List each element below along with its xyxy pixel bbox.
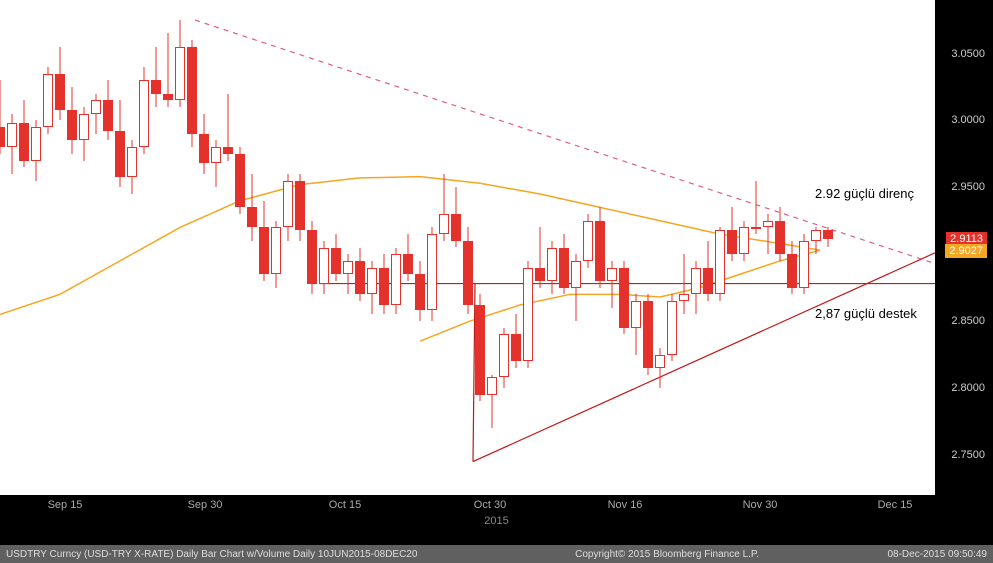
candlestick <box>571 0 581 495</box>
x-tick-label: Oct 15 <box>329 499 361 511</box>
candlestick <box>307 0 317 495</box>
x-tick-label: Nov 30 <box>743 499 778 511</box>
x-axis-year-label: 2015 <box>484 515 508 527</box>
candlestick <box>139 0 149 495</box>
candlestick <box>655 0 665 495</box>
candlestick <box>643 0 653 495</box>
footer-timestamp: 08-Dec-2015 09:50:49 <box>887 549 987 560</box>
candlestick <box>295 0 305 495</box>
candlestick <box>355 0 365 495</box>
candlestick <box>415 0 425 495</box>
candlestick <box>31 0 41 495</box>
candlestick <box>127 0 137 495</box>
candlestick <box>619 0 629 495</box>
candlestick <box>259 0 269 495</box>
candlestick <box>91 0 101 495</box>
candlestick <box>175 0 185 495</box>
candlestick <box>811 0 821 495</box>
x-tick-label: Nov 16 <box>608 499 643 511</box>
chart-annotation: 2.92 güçlü direnç <box>815 186 914 201</box>
y-tick-label: 2.8500 <box>951 315 985 327</box>
footer-copyright: Copyright© 2015 Bloomberg Finance L.P. <box>447 549 888 560</box>
candlestick <box>523 0 533 495</box>
candlestick <box>691 0 701 495</box>
candlestick <box>487 0 497 495</box>
candlestick <box>283 0 293 495</box>
x-axis: 2015 Sep 15 Sep 30 Oct 15 Oct 30 Nov 16 Nov 3… <box>0 495 993 545</box>
candlestick <box>163 0 173 495</box>
x-tick-label: Sep 15 <box>48 499 83 511</box>
candlestick <box>223 0 233 495</box>
candlestick <box>103 0 113 495</box>
footer-bar: USDTRY Curncy (USD-TRY X-RATE) Daily Bar… <box>0 545 993 563</box>
candlestick <box>547 0 557 495</box>
candlestick <box>151 0 161 495</box>
candlestick <box>19 0 29 495</box>
candlestick <box>559 0 569 495</box>
candlestick <box>787 0 797 495</box>
candlestick <box>751 0 761 495</box>
candlestick <box>727 0 737 495</box>
candlestick <box>715 0 725 495</box>
chart-annotation: 2,87 güçlü destek <box>815 306 917 321</box>
candlestick <box>271 0 281 495</box>
y-tick-label: 2.9500 <box>951 181 985 193</box>
candlestick <box>799 0 809 495</box>
candlestick <box>739 0 749 495</box>
y-tick-label: 2.7500 <box>951 449 985 461</box>
candlestick <box>535 0 545 495</box>
candlestick <box>463 0 473 495</box>
candlestick <box>511 0 521 495</box>
candlestick <box>499 0 509 495</box>
candlestick <box>187 0 197 495</box>
candlestick <box>475 0 485 495</box>
candlestick <box>703 0 713 495</box>
candlestick <box>67 0 77 495</box>
candlestick <box>247 0 257 495</box>
y-tick-label: 3.0500 <box>951 48 985 60</box>
candlestick <box>595 0 605 495</box>
candlestick <box>379 0 389 495</box>
candlestick <box>199 0 209 495</box>
candlestick <box>607 0 617 495</box>
candlestick <box>367 0 377 495</box>
candlestick <box>763 0 773 495</box>
y-axis: 3.05003.00002.95002.90002.85002.80002.75… <box>935 0 993 495</box>
candlestick <box>679 0 689 495</box>
candlestick <box>43 0 53 495</box>
footer-left-text: USDTRY Curncy (USD-TRY X-RATE) Daily Bar… <box>6 549 447 560</box>
candlestick <box>55 0 65 495</box>
candlestick <box>0 0 5 495</box>
x-tick-label: Sep 30 <box>188 499 223 511</box>
candlestick <box>667 0 677 495</box>
candlestick <box>7 0 17 495</box>
candlestick <box>115 0 125 495</box>
chart-container: 2.92 güçlü direnç 2,87 güçlü destek 3.050… <box>0 0 993 563</box>
candlestick <box>631 0 641 495</box>
candlestick <box>823 0 833 495</box>
candlestick <box>583 0 593 495</box>
price-tag: 2.9027 <box>945 244 987 258</box>
chart-plot-area: 2.92 güçlü direnç 2,87 güçlü destek <box>0 0 935 495</box>
y-tick-label: 2.8000 <box>951 382 985 394</box>
candlestick <box>427 0 437 495</box>
candlestick <box>451 0 461 495</box>
x-tick-label: Oct 30 <box>474 499 506 511</box>
candlestick <box>319 0 329 495</box>
candlestick <box>331 0 341 495</box>
candlestick <box>439 0 449 495</box>
candlestick <box>211 0 221 495</box>
candlestick <box>403 0 413 495</box>
candlestick <box>343 0 353 495</box>
candlestick <box>79 0 89 495</box>
candlestick <box>391 0 401 495</box>
x-tick-label: Dec 15 <box>878 499 913 511</box>
candlestick <box>235 0 245 495</box>
candlestick <box>775 0 785 495</box>
y-tick-label: 3.0000 <box>951 114 985 126</box>
